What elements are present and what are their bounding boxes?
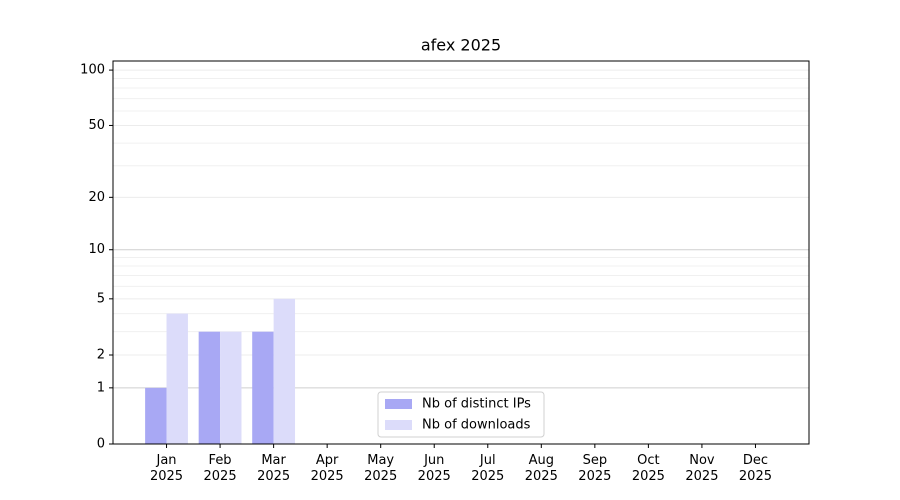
y-tick-label: 20 bbox=[88, 190, 105, 205]
y-tick-label: 1 bbox=[97, 380, 105, 395]
legend-box bbox=[377, 391, 545, 438]
legend-label: Nb of downloads bbox=[422, 418, 531, 433]
x-tick-label: Oct 2025 bbox=[631, 453, 665, 484]
bar bbox=[166, 313, 188, 444]
bar bbox=[145, 387, 167, 444]
y-tick-label: 2 bbox=[97, 347, 105, 362]
x-tick-label: Feb 2025 bbox=[203, 453, 237, 484]
x-tick-label: Nov 2025 bbox=[685, 453, 719, 484]
legend: Nb of distinct IPs Nb of downloads bbox=[377, 391, 545, 438]
chart-title: afex 2025 bbox=[421, 36, 501, 55]
y-tick-label: 100 bbox=[80, 63, 105, 78]
x-tick-label: Jan 2025 bbox=[149, 453, 184, 484]
plot-frame bbox=[112, 60, 810, 445]
x-tick-label: Aug 2025 bbox=[524, 453, 558, 484]
x-tick-label: Jul 2025 bbox=[471, 453, 505, 484]
bar bbox=[198, 331, 221, 444]
bar bbox=[273, 298, 296, 444]
legend-label: Nb of distinct IPs bbox=[422, 397, 531, 412]
x-tick-label: Mar 2025 bbox=[257, 453, 291, 484]
legend-swatch bbox=[385, 420, 412, 430]
x-tick-label: May 2025 bbox=[364, 453, 398, 484]
y-tick-label: 10 bbox=[88, 242, 105, 257]
y-tick-label: 50 bbox=[88, 118, 105, 133]
legend-swatch bbox=[385, 399, 412, 409]
x-tick-label: Jun 2025 bbox=[417, 453, 451, 484]
y-tick-label: 0 bbox=[97, 437, 105, 452]
bar bbox=[220, 331, 242, 444]
x-tick-label: Apr 2025 bbox=[310, 453, 344, 484]
x-tick-label: Sep 2025 bbox=[578, 453, 612, 484]
x-tick-label: Dec 2025 bbox=[738, 453, 772, 484]
bar bbox=[252, 331, 274, 444]
y-tick-label: 5 bbox=[97, 291, 105, 306]
